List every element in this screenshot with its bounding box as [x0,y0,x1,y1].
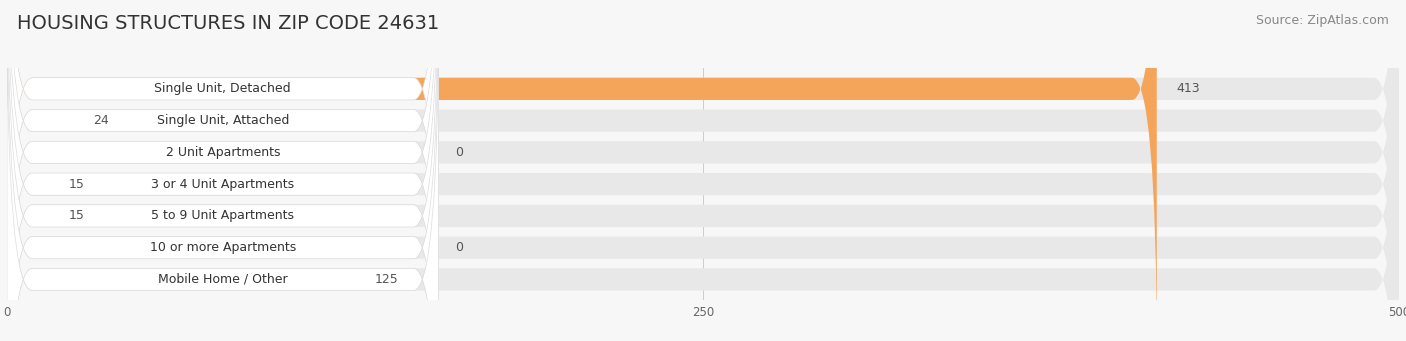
FancyBboxPatch shape [7,0,1399,341]
Text: 0: 0 [456,146,463,159]
FancyBboxPatch shape [7,0,439,341]
FancyBboxPatch shape [7,0,439,341]
FancyBboxPatch shape [7,0,1399,341]
Text: Single Unit, Attached: Single Unit, Attached [156,114,290,127]
FancyBboxPatch shape [7,5,439,341]
Text: 24: 24 [93,114,110,127]
FancyBboxPatch shape [7,0,439,341]
FancyBboxPatch shape [7,0,1399,341]
Text: 10 or more Apartments: 10 or more Apartments [149,241,295,254]
FancyBboxPatch shape [7,0,439,341]
FancyBboxPatch shape [7,0,1399,341]
Text: 0: 0 [456,241,463,254]
FancyBboxPatch shape [7,0,439,341]
Text: Single Unit, Detached: Single Unit, Detached [155,82,291,95]
FancyBboxPatch shape [7,0,1399,341]
Text: HOUSING STRUCTURES IN ZIP CODE 24631: HOUSING STRUCTURES IN ZIP CODE 24631 [17,14,439,33]
FancyBboxPatch shape [7,0,1399,341]
Text: Source: ZipAtlas.com: Source: ZipAtlas.com [1256,14,1389,27]
Text: Mobile Home / Other: Mobile Home / Other [157,273,288,286]
FancyBboxPatch shape [7,5,439,341]
Text: 413: 413 [1177,82,1199,95]
Text: 125: 125 [374,273,398,286]
Text: 3 or 4 Unit Apartments: 3 or 4 Unit Apartments [152,178,294,191]
FancyBboxPatch shape [7,0,439,341]
FancyBboxPatch shape [7,0,439,341]
Text: 2 Unit Apartments: 2 Unit Apartments [166,146,280,159]
FancyBboxPatch shape [7,0,439,341]
FancyBboxPatch shape [7,5,1399,341]
FancyBboxPatch shape [7,0,439,341]
Text: 15: 15 [69,178,84,191]
FancyBboxPatch shape [7,0,439,341]
FancyBboxPatch shape [7,0,439,341]
Text: 5 to 9 Unit Apartments: 5 to 9 Unit Apartments [152,209,294,222]
FancyBboxPatch shape [7,0,1157,341]
Text: 15: 15 [69,209,84,222]
